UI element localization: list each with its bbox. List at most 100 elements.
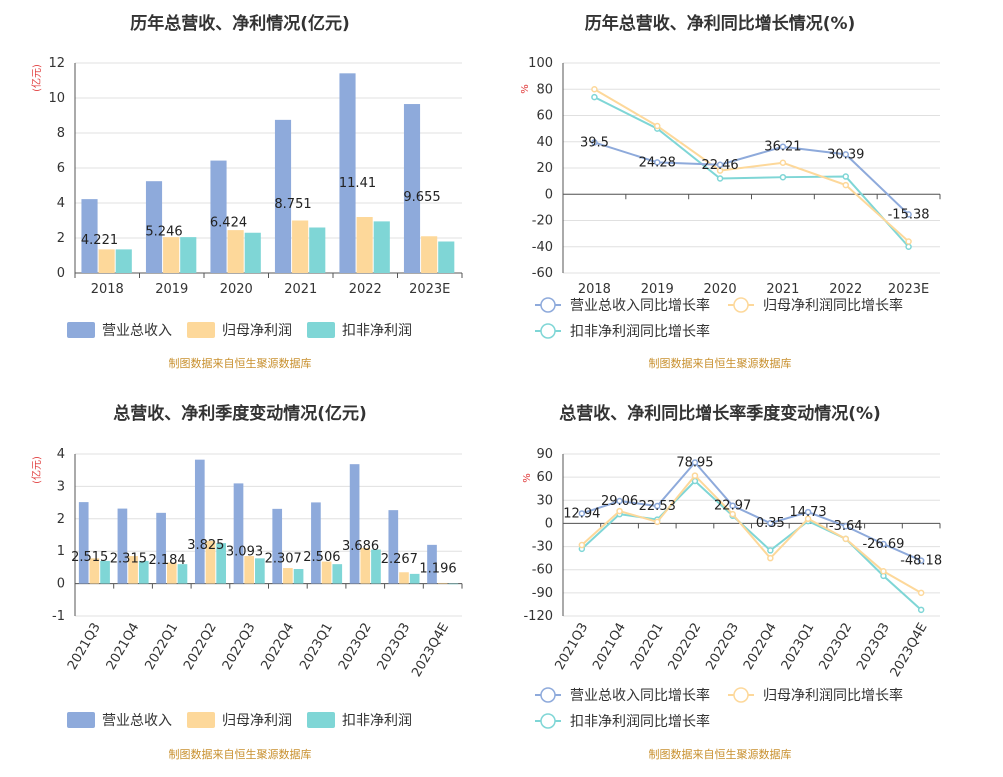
data-point	[917, 606, 925, 614]
x-tick-label: 2020	[704, 282, 737, 297]
data-label: 5.246	[145, 225, 182, 240]
legend-item-revenue[interactable]: 营业总收入	[67, 322, 172, 339]
y-tick-label: -60	[532, 563, 553, 578]
bar	[166, 562, 177, 584]
bar	[98, 249, 115, 273]
legend-item-net-profit[interactable]: 归母净利润	[187, 712, 292, 729]
legend-item-net-profit-growth[interactable]: 归母净利润同比增长率	[728, 297, 903, 314]
bar	[309, 227, 326, 273]
legend-swatch	[187, 322, 215, 338]
data-label: 2.184	[148, 553, 185, 568]
legend-item-deducted-profit[interactable]: 扣非净利润	[307, 322, 412, 339]
data-label: 1.196	[419, 562, 456, 577]
data-point	[779, 159, 787, 166]
data-point	[591, 93, 598, 101]
legend-label: 归母净利润	[222, 322, 292, 339]
data-point	[654, 502, 661, 510]
legend-item-deducted-profit-growth[interactable]: 扣非净利润同比增长率	[535, 713, 710, 730]
y-tick-label: -30	[532, 540, 553, 555]
bar	[128, 556, 138, 584]
data-label: 14.73	[789, 505, 826, 520]
data-label: 78.95	[676, 456, 713, 471]
x-tick-label: 2023Q3	[375, 621, 414, 673]
data-label: 22.97	[714, 499, 751, 514]
data-point	[842, 173, 849, 180]
bar	[227, 230, 244, 273]
data-label: -3.64	[829, 519, 863, 534]
data-point	[905, 238, 912, 245]
legend-swatch	[67, 712, 95, 728]
x-tick-label: 2023E	[888, 282, 929, 297]
legend-swatch	[307, 712, 335, 728]
bar	[272, 508, 283, 584]
x-tick-label: 2021Q4	[590, 621, 629, 673]
data-point	[767, 519, 774, 527]
data-label: 8.751	[274, 197, 311, 212]
data-label: 2.515	[71, 550, 108, 565]
data-point	[616, 507, 623, 515]
data-point	[767, 554, 774, 562]
data-label: 4.221	[81, 233, 118, 248]
bar	[388, 510, 399, 584]
data-point	[729, 502, 736, 509]
legend-label: 归母净利润同比增长率	[763, 687, 903, 704]
bar	[421, 236, 438, 273]
legend-item-net-profit-growth[interactable]: 归母净利润同比增长率	[728, 687, 903, 704]
data-point	[716, 175, 724, 182]
data-label: 2.307	[265, 552, 302, 567]
bar	[403, 104, 421, 273]
bar	[339, 73, 356, 273]
y-tick-label: 4	[57, 447, 65, 462]
y-unit-label: %	[520, 84, 531, 94]
x-tick-label: 2022Q3	[703, 621, 742, 673]
legend-marker	[733, 687, 749, 703]
bar	[163, 237, 180, 273]
data-source: 制图数据来自恒生聚源数据库	[649, 747, 792, 761]
series-line	[593, 88, 910, 243]
data-label: 2.267	[381, 552, 418, 567]
data-point	[716, 161, 724, 169]
y-tick-label: -1	[52, 609, 65, 624]
bar	[194, 459, 205, 584]
panel-quarterly-revenue-profit: 总营收、净利季度变动情况(亿元) (亿元) -1 0 1 2 3 4 2021Q3 2021Q…	[30, 403, 463, 761]
x-tick-label: 2018	[578, 282, 611, 297]
legend-item-revenue-growth[interactable]: 营业总收入同比增长率	[535, 687, 710, 704]
x-tick-label: 2022Q4	[259, 621, 298, 673]
data-label: 36.21	[764, 140, 801, 155]
chart-title: 历年总营收、净利同比增长情况(%)	[585, 13, 856, 34]
data-source: 制图数据来自恒生聚源数据库	[169, 747, 312, 761]
data-label: 3.825	[187, 538, 224, 553]
x-tick-label: 2022Q2	[181, 621, 220, 673]
bar	[138, 560, 149, 584]
legend-item-revenue-growth[interactable]: 营业总收入同比增长率	[535, 297, 710, 314]
y-tick-label: 60	[536, 109, 553, 124]
series-line	[594, 141, 910, 216]
y-tick-label: 40	[536, 135, 553, 150]
y-tick-label: 60	[536, 470, 553, 485]
y-unit-label: %	[522, 473, 533, 483]
legend-item-net-profit[interactable]: 归母净利润	[187, 322, 292, 339]
data-point	[842, 151, 849, 158]
bar	[115, 249, 132, 273]
bar	[177, 564, 188, 584]
data-point	[591, 139, 598, 146]
legend-label: 扣非净利润	[342, 323, 412, 339]
bar	[360, 547, 371, 584]
data-label: -48.18	[900, 554, 942, 569]
y-tick-label: 0	[545, 187, 553, 202]
series-line	[581, 474, 922, 594]
x-tick-label: 2021Q3	[553, 621, 592, 673]
data-label: 22.46	[701, 158, 738, 173]
legend-item-deducted-profit[interactable]: 扣非净利润	[307, 712, 412, 729]
legend-label: 扣非净利润同比增长率	[570, 323, 710, 340]
bar	[255, 558, 265, 584]
bar	[349, 464, 360, 584]
data-label: 9.655	[403, 190, 440, 205]
legend-item-deducted-profit-growth[interactable]: 扣非净利润同比增长率	[535, 323, 710, 340]
x-tick-label: 2021	[766, 282, 799, 297]
x-tick-label: 2020	[220, 282, 253, 297]
legend-item-revenue[interactable]: 营业总收入	[67, 712, 172, 729]
data-label: 39.5	[580, 135, 609, 150]
